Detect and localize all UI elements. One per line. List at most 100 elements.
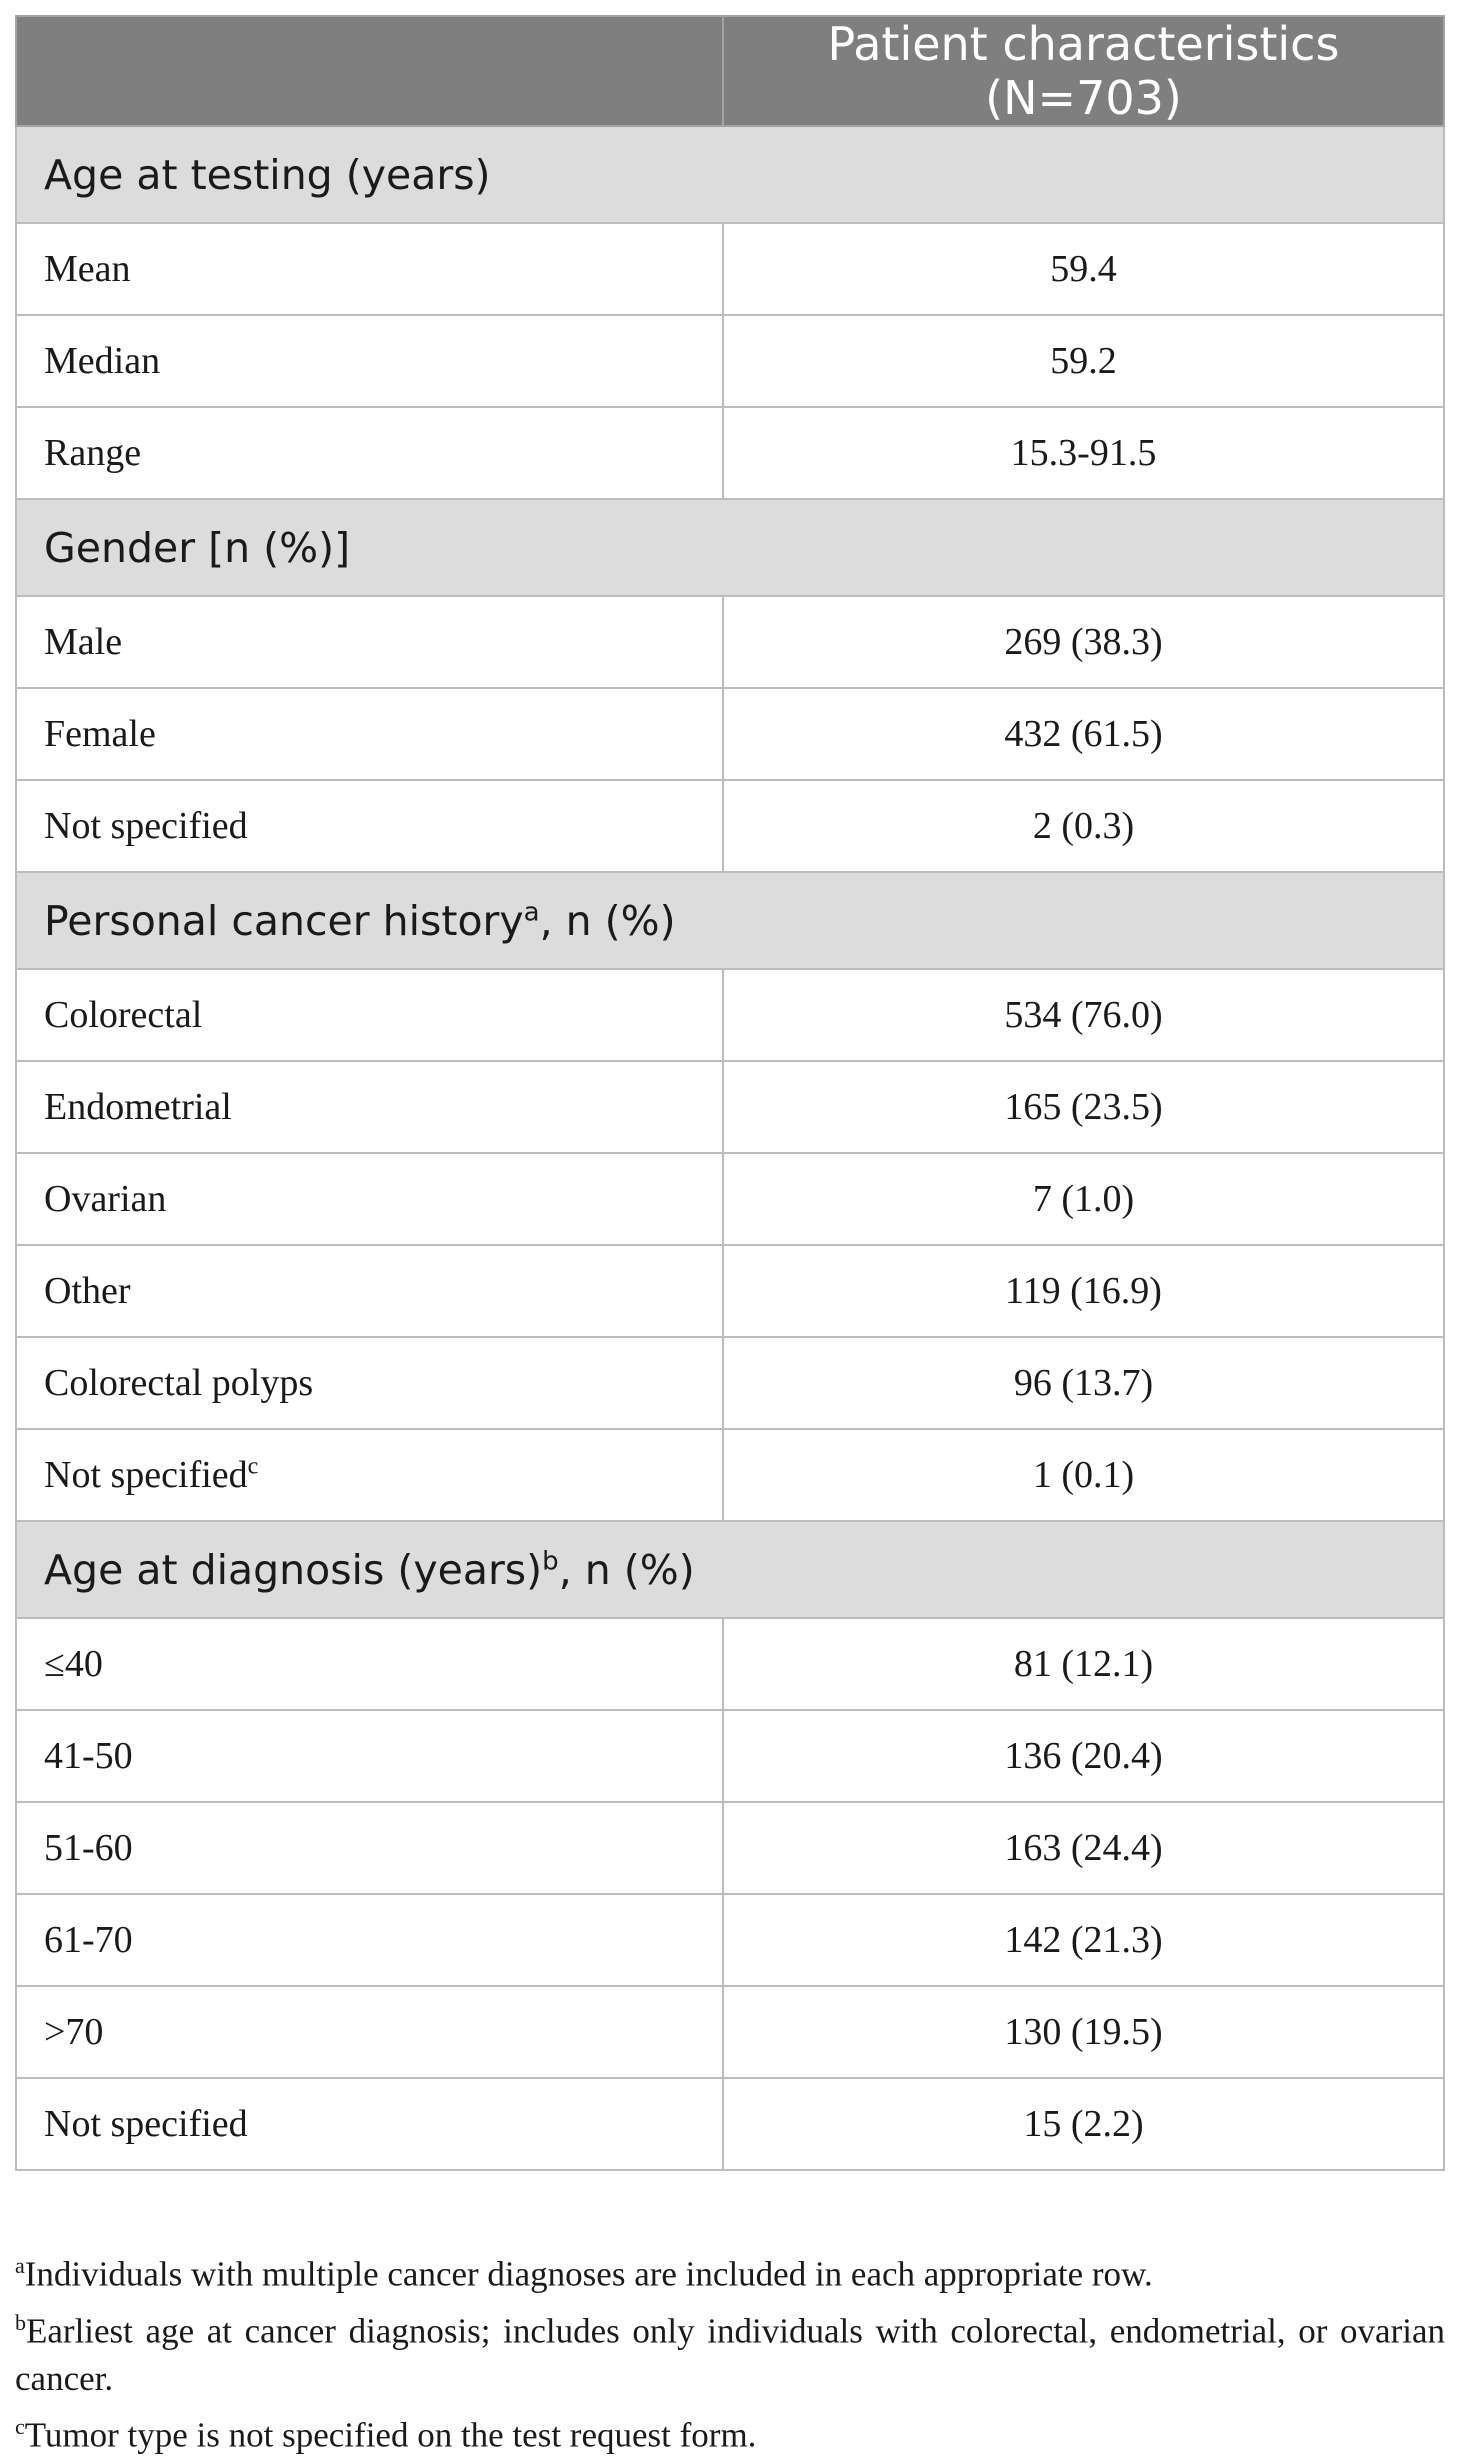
row-label-footnote-marker: c	[247, 1453, 259, 1480]
table-row: Mean 59.4	[15, 222, 1445, 316]
row-label-cell: Mean	[15, 222, 724, 316]
footnote-text: Tumor type is not specified on the test …	[24, 2415, 757, 2455]
table-row: Colorectal polyps 96 (13.7)	[15, 1336, 1445, 1430]
table-row: Colorectal 534 (76.0)	[15, 968, 1445, 1062]
table-row: Not specifiedc 1 (0.1)	[15, 1428, 1445, 1522]
table-row: Endometrial 165 (23.5)	[15, 1060, 1445, 1154]
section-title: Personal cancer historya, n (%)	[15, 871, 1445, 970]
section-title-suffix: , n (%)	[558, 1545, 695, 1594]
header-empty-cell	[15, 15, 724, 127]
row-label: Other	[44, 1270, 131, 1312]
row-value: 432 (61.5)	[722, 687, 1445, 781]
section-header-row: Age at testing (years)	[15, 125, 1445, 224]
section-title: Age at testing (years)	[15, 125, 1445, 224]
row-label-cell: 41-50	[15, 1709, 724, 1803]
row-label: 41-50	[44, 1735, 133, 1777]
section-title-footnote-marker: b	[542, 1545, 559, 1576]
row-label: ≤40	[44, 1643, 103, 1685]
row-label-cell: Endometrial	[15, 1060, 724, 1154]
table-footnotes: aIndividuals with multiple cancer diagno…	[15, 2242, 1445, 2460]
section-header-row: Personal cancer historya, n (%)	[15, 871, 1445, 970]
row-label-cell: Male	[15, 595, 724, 689]
row-label: Male	[44, 621, 123, 663]
row-value: 165 (23.5)	[722, 1060, 1445, 1154]
row-label: 51-60	[44, 1827, 133, 1869]
section-title: Gender [n (%)]	[15, 498, 1445, 597]
row-label: Not specified	[44, 805, 248, 847]
row-label-cell: Range	[15, 406, 724, 500]
row-label-cell: 61-70	[15, 1893, 724, 1987]
row-label: Range	[44, 432, 142, 474]
footnote-text: Earliest age at cancer diagnosis; includ…	[15, 2311, 1445, 2399]
footnote-marker: c	[15, 2414, 25, 2440]
row-value: 1 (0.1)	[722, 1428, 1445, 1522]
table-row: Not specified 15 (2.2)	[15, 2077, 1445, 2171]
row-label-cell: Colorectal polyps	[15, 1336, 724, 1430]
row-label-cell: Colorectal	[15, 968, 724, 1062]
table-row: Male 269 (38.3)	[15, 595, 1445, 689]
row-label: Colorectal polyps	[44, 1362, 314, 1404]
section-title-text: Age at testing (years)	[44, 150, 491, 199]
row-value: 130 (19.5)	[722, 1985, 1445, 2079]
row-value: 15.3-91.5	[722, 406, 1445, 500]
row-label-cell: >70	[15, 1985, 724, 2079]
section-title-text: Age at diagnosis (years)	[44, 1545, 543, 1594]
row-value: 142 (21.3)	[722, 1893, 1445, 1987]
row-value: 269 (38.3)	[722, 595, 1445, 689]
row-label: Not specified	[44, 2103, 248, 2145]
row-value: 59.2	[722, 314, 1445, 408]
table-row: >70 130 (19.5)	[15, 1985, 1445, 2079]
patient-characteristics-table: Patient characteristics (N=703) Age at t…	[15, 15, 1445, 2171]
table-row: 41-50 136 (20.4)	[15, 1709, 1445, 1803]
table-body: Age at testing (years) Mean 59.4 Median 59.2…	[15, 125, 1445, 2171]
section-title-suffix: , n (%)	[539, 896, 676, 945]
row-label: Endometrial	[44, 1086, 232, 1128]
row-value: 7 (1.0)	[722, 1152, 1445, 1246]
table-row: Not specified 2 (0.3)	[15, 779, 1445, 873]
table-row: 61-70 142 (21.3)	[15, 1893, 1445, 1987]
table-row: Ovarian 7 (1.0)	[15, 1152, 1445, 1246]
row-label-cell: Other	[15, 1244, 724, 1338]
row-label-cell: Ovarian	[15, 1152, 724, 1246]
section-title-text: Personal cancer history	[44, 896, 524, 945]
row-label-cell: ≤40	[15, 1617, 724, 1711]
footnote-text: Individuals with multiple cancer diagnos…	[24, 2254, 1153, 2294]
footnote-marker: b	[15, 2309, 26, 2335]
header-patient-characteristics: Patient characteristics (N=703)	[722, 15, 1445, 127]
table-row: ≤40 81 (12.1)	[15, 1617, 1445, 1711]
row-label: Female	[44, 713, 156, 755]
row-label-cell: Female	[15, 687, 724, 781]
characteristics-table-container: Patient characteristics (N=703) Age at t…	[15, 15, 1445, 2171]
table-row: Other 119 (16.9)	[15, 1244, 1445, 1338]
row-label: Ovarian	[44, 1178, 167, 1220]
section-title-text: Gender [n (%)]	[44, 523, 351, 572]
row-label-cell: Not specified	[15, 2077, 724, 2171]
section-title-footnote-marker: a	[523, 896, 540, 927]
row-label-cell: 51-60	[15, 1801, 724, 1895]
row-label: Colorectal	[44, 994, 203, 1036]
section-header-row: Age at diagnosis (years)b, n (%)	[15, 1520, 1445, 1619]
row-label-cell: Median	[15, 314, 724, 408]
row-label: 61-70	[44, 1919, 133, 1961]
row-label: >70	[44, 2011, 104, 2053]
section-title: Age at diagnosis (years)b, n (%)	[15, 1520, 1445, 1619]
row-value: 15 (2.2)	[722, 2077, 1445, 2171]
row-value: 119 (16.9)	[722, 1244, 1445, 1338]
row-value: 96 (13.7)	[722, 1336, 1445, 1430]
row-value: 59.4	[722, 222, 1445, 316]
footnote-marker: a	[15, 2253, 25, 2278]
row-value: 81 (12.1)	[722, 1617, 1445, 1711]
table-header-row: Patient characteristics (N=703)	[15, 15, 1445, 127]
table-row: Female 432 (61.5)	[15, 687, 1445, 781]
row-value: 136 (20.4)	[722, 1709, 1445, 1803]
table-row: Range 15.3-91.5	[15, 406, 1445, 500]
section-header-row: Gender [n (%)]	[15, 498, 1445, 597]
footnote: cTumor type is not specified on the test…	[15, 2403, 1445, 2460]
table-row: Median 59.2	[15, 314, 1445, 408]
row-label: Not specified	[44, 1454, 248, 1496]
footnote: aIndividuals with multiple cancer diagno…	[15, 2242, 1445, 2299]
row-value: 163 (24.4)	[722, 1801, 1445, 1895]
row-label: Median	[44, 340, 161, 382]
footnote: bEarliest age at cancer diagnosis; inclu…	[15, 2299, 1445, 2404]
row-label-cell: Not specifiedc	[15, 1428, 724, 1522]
